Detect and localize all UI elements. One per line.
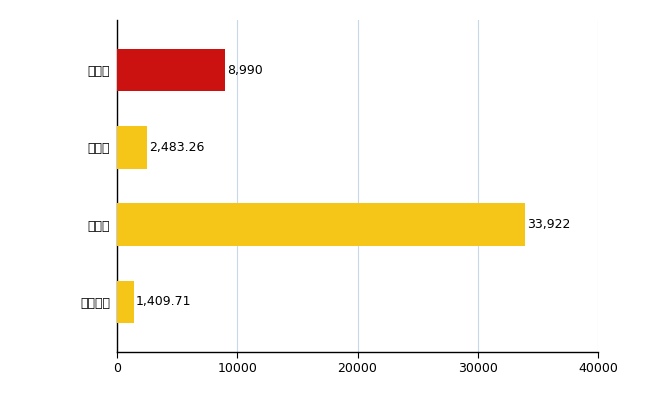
Text: 33,922: 33,922 <box>526 218 570 231</box>
Bar <box>117 49 225 92</box>
Text: 1,409.71: 1,409.71 <box>136 295 191 308</box>
Bar <box>117 280 134 323</box>
Text: 8,990: 8,990 <box>227 64 263 77</box>
Bar <box>117 126 147 169</box>
Bar <box>117 203 525 246</box>
Text: 2,483.26: 2,483.26 <box>149 141 204 154</box>
